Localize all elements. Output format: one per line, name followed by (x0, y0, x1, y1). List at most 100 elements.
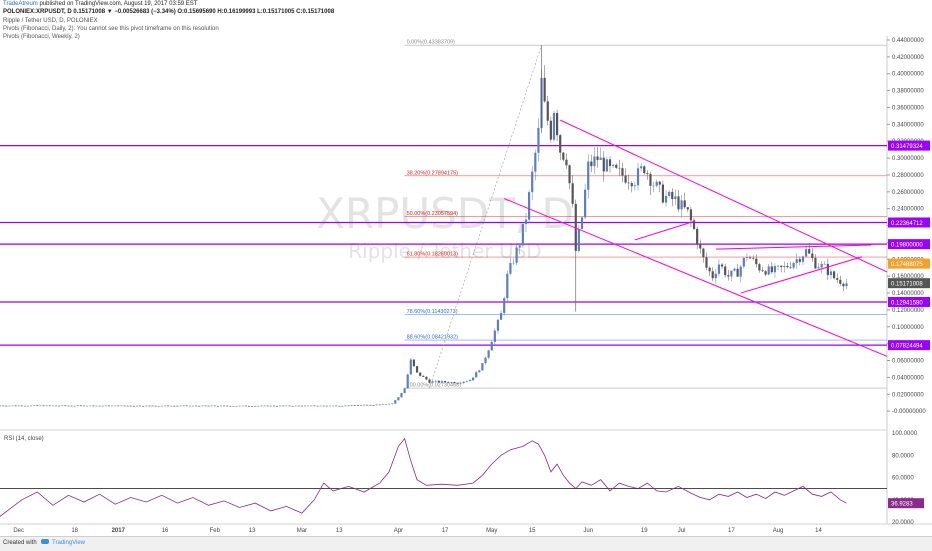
candle-body (160, 405, 163, 407)
candle-body (531, 171, 534, 193)
candle-body (499, 313, 503, 320)
candle-body (624, 175, 627, 183)
candle-body (596, 156, 599, 160)
candle-body (207, 405, 210, 407)
candle-body (658, 181, 661, 185)
time-axis[interactable]: Dec 18 2017 16 Feb 13 Mar 13 Apr 17 May 15 Jun 19 Jul 1… (13, 528, 822, 534)
candle-body (344, 405, 347, 407)
level-price-tag-box (888, 340, 930, 351)
candle-body (319, 405, 322, 407)
publish-info: TradeAtreum published on TradingView.com… (3, 1, 197, 7)
candle-body (447, 382, 450, 383)
candle-body (154, 405, 157, 407)
candle-body (506, 273, 509, 299)
candle-body (605, 159, 608, 172)
candle-body (465, 381, 468, 382)
time-tick-label: 2017 (112, 528, 126, 534)
candle-body (363, 404, 366, 406)
indicator-series[interactable]: Ripple / Tether USD, D, POLONIEX (3, 18, 98, 24)
candle-body (384, 404, 388, 405)
candle-body (397, 397, 400, 401)
candle-body (456, 383, 459, 384)
candle-body (714, 273, 717, 279)
candle-body (33, 405, 36, 407)
candle-body (699, 244, 702, 249)
candle-body (481, 363, 484, 371)
candle-body (204, 405, 207, 407)
time-tick-label: Feb (210, 528, 221, 534)
candle-body (98, 405, 101, 407)
candle-body (222, 405, 226, 407)
candle-body (817, 267, 820, 269)
candle-body (229, 405, 232, 407)
candle-body (484, 357, 487, 364)
candle-body (836, 278, 839, 280)
price-tick-label: 0.38000000 (892, 89, 924, 95)
candle-body (755, 258, 758, 265)
watermark-name: Ripple / Tether USD (348, 239, 541, 263)
trendline (740, 256, 863, 294)
candle-body (696, 228, 699, 245)
candle-body (437, 380, 440, 383)
candle-body (394, 400, 397, 404)
candle-body (42, 405, 45, 407)
candle-body (412, 359, 416, 367)
candle-body (443, 381, 447, 383)
fibonacci-retracement: 0.00%(0.43383709) 38.20%(0.27894175) 50.00… (404, 40, 887, 389)
candle-body (266, 405, 269, 407)
price-tags: 0.31479324 0.22364712 0.19800000 0.12941580… (888, 140, 930, 351)
rsi-tick-label: 20.0000 (892, 520, 914, 526)
candle-body (748, 257, 752, 259)
candle-body (76, 405, 79, 407)
candle-body (761, 270, 764, 272)
candle-body (297, 405, 300, 407)
candle-body (282, 405, 285, 407)
candle-body (608, 159, 612, 166)
candle-body (120, 405, 123, 407)
rsi-pane: RSI (14, close)100.000080.000060.000040.… (0, 431, 924, 526)
last-price-tag-box (888, 278, 930, 289)
candle-body (534, 152, 537, 172)
candle-body (291, 405, 294, 407)
candle-body (350, 405, 353, 406)
candle-body (61, 405, 64, 407)
indicator-pivots-weekly[interactable]: Pivots (Fibonacci, Weekly, 2) (3, 34, 80, 40)
grid (0, 36, 932, 525)
candle-body (478, 370, 481, 373)
price-tick-label: 0.06000000 (892, 359, 924, 365)
candle-body (783, 265, 786, 268)
candle-body (238, 405, 241, 407)
candle-body (359, 405, 363, 406)
footer-brand[interactable]: TradingView (52, 540, 86, 546)
candle-body (0, 405, 2, 407)
candle-body (711, 271, 714, 279)
candle-body (745, 257, 749, 259)
candle-body (45, 405, 48, 407)
candle-body (157, 405, 160, 407)
candle-body (621, 168, 624, 176)
candle-body (615, 164, 618, 168)
candle-body (801, 256, 805, 262)
candle-body (618, 167, 621, 169)
last-price-tag-box (888, 258, 930, 269)
indicator-pivots-daily[interactable]: Pivots (Fibonacci, Daily, 2): You cannot… (3, 26, 219, 32)
candle-body (300, 405, 303, 407)
candle-body (30, 405, 33, 407)
candle-body (820, 263, 823, 268)
candle-body (428, 379, 431, 383)
trendlines (503, 119, 888, 357)
candle-body (468, 380, 472, 382)
candle-body (322, 405, 325, 407)
trendline (715, 244, 872, 250)
candle-body (471, 377, 475, 381)
candle-body (135, 405, 139, 407)
candle-body (683, 200, 686, 208)
candle-body (633, 185, 637, 187)
author-link[interactable]: TradeAtreum (3, 1, 38, 7)
candle-body (36, 405, 39, 407)
candle-body (331, 405, 335, 407)
candle-body (303, 405, 307, 407)
candle-body (288, 405, 291, 407)
candle-body (409, 359, 412, 375)
